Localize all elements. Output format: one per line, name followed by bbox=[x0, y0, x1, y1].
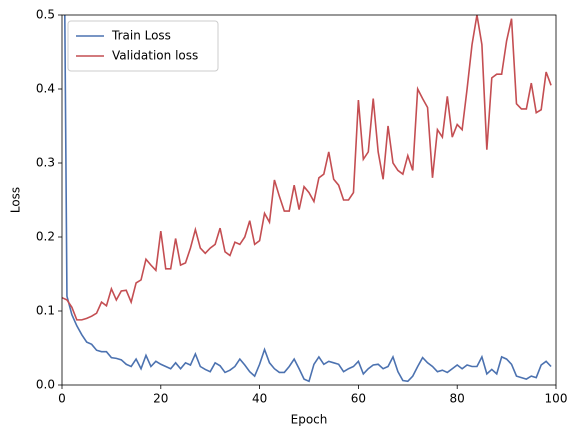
plot-frame bbox=[61, 14, 557, 386]
y-tick-label: 0.3 bbox=[36, 156, 55, 170]
y-tick-label: 0.4 bbox=[36, 82, 55, 96]
plot-lines bbox=[62, 15, 552, 383]
y-axis-label: Loss bbox=[9, 187, 23, 213]
legend-label: Train Loss bbox=[111, 29, 171, 43]
y-tick-label: 0.0 bbox=[36, 378, 55, 392]
y-tick-label: 0.5 bbox=[36, 8, 55, 22]
x-axis-label: Epoch bbox=[291, 413, 328, 427]
x-tick-label: 80 bbox=[450, 392, 465, 406]
x-tick-label: 40 bbox=[252, 392, 267, 406]
series-line bbox=[62, 15, 552, 321]
x-tick-label: 60 bbox=[351, 392, 366, 406]
y-tick-label: 0.2 bbox=[36, 230, 55, 244]
x-tick-label: 0 bbox=[58, 392, 66, 406]
x-tick-label: 20 bbox=[153, 392, 168, 406]
series-line bbox=[64, 15, 552, 383]
x-tick-label: 100 bbox=[545, 392, 568, 406]
y-tick-label: 0.1 bbox=[36, 304, 55, 318]
legend-box bbox=[67, 20, 219, 72]
legend: Train Loss Validation loss bbox=[67, 20, 219, 72]
legend-label: Validation loss bbox=[112, 49, 198, 63]
